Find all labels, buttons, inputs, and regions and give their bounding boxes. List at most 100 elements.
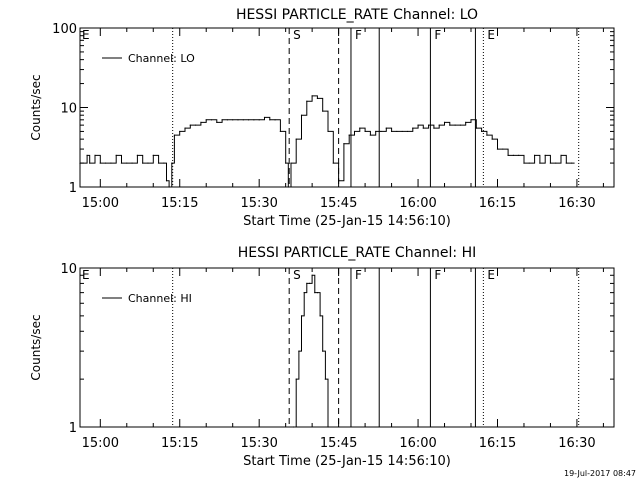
data-point [475,127,477,129]
data-point [406,130,409,133]
plot-timestamp: 19-Jul-2017 08:47 [564,469,636,478]
data-point [171,162,173,164]
data-point [99,162,101,164]
data-point [470,119,472,121]
data-point [306,100,308,102]
data-point [539,162,541,164]
data-point [332,162,334,164]
data-point [298,350,300,352]
data-point [221,119,223,121]
x-tick-label: 15:45 [320,436,357,451]
data-point [422,127,424,129]
data-point [110,162,112,164]
event-marker-label: E [82,268,90,282]
data-point [263,116,266,119]
event-marker-label: E [487,28,495,42]
data-point [459,124,462,126]
y-tick-label: 100 [52,22,77,37]
data-point [314,292,316,294]
x-tick-label: 15:00 [82,196,119,211]
data-point [126,162,128,164]
data-point [232,119,234,121]
data-point [343,143,345,145]
legend-label: Channel: LO [128,52,195,65]
event-marker-label: F [355,28,362,42]
event-marker-label: S [293,268,301,282]
data-point [507,154,509,156]
series-line [80,95,575,188]
data-point [359,127,361,129]
x-tick-label: 16:15 [479,436,516,451]
data-point [454,124,456,126]
data-point [396,130,398,133]
data-point [94,154,96,156]
data-point [269,119,271,121]
data-point [173,134,176,136]
event-marker-label: E [82,28,90,42]
data-point [210,119,213,121]
data-point [322,350,324,352]
y-axis-label: Counts/sec [29,314,43,380]
data-point [385,127,387,129]
data-point [258,119,260,121]
x-tick-label: 15:15 [161,436,198,451]
x-tick-label: 15:15 [161,196,198,211]
data-point [152,154,154,156]
data-point [353,130,356,133]
y-axis-label: Counts/sec [29,74,43,140]
event-marker-label: F [434,268,441,282]
data-point [247,119,250,121]
data-point [253,119,255,121]
x-tick-label: 16:00 [399,196,436,211]
event-marker-label: S [293,28,301,42]
data-point [115,154,117,156]
data-point [226,119,229,121]
data-point [287,186,289,188]
data-point [306,282,308,285]
data-point [274,119,276,121]
x-axis-label: Start Time (25-Jan-15 14:56:10) [243,214,451,229]
data-point [533,154,536,156]
event-marker-label: F [434,28,441,42]
event-marker-label: F [355,268,362,282]
data-point [308,282,311,285]
data-point [571,162,573,164]
data-point [147,162,149,164]
data-point [157,162,160,164]
data-point [104,162,107,164]
data-point [512,154,514,156]
data-point [168,186,170,188]
data-point [316,292,319,294]
data-point [560,154,562,156]
data-point [142,162,144,164]
data-point [380,130,382,133]
data-point [364,130,366,133]
x-tick-label: 16:30 [558,436,595,451]
x-tick-label: 16:30 [558,196,595,211]
data-point [496,148,499,150]
data-point [523,162,525,164]
data-point [502,148,504,150]
data-point [300,114,303,116]
x-axis-label: Start Time (25-Jan-15 14:56:10) [243,454,451,469]
data-point [327,130,329,133]
data-point [300,315,303,317]
data-point [375,130,377,133]
data-point [338,180,340,182]
data-point [195,124,197,126]
data-point [549,162,552,164]
data-point [401,130,403,133]
data-point [348,134,350,136]
x-tick-label: 15:30 [240,196,277,211]
x-tick-label: 15:00 [82,436,119,451]
data-point [324,378,326,380]
data-point [428,124,430,126]
data-point [89,162,91,164]
data-point [555,162,557,164]
data-point [316,97,319,100]
data-point [79,162,81,164]
y-tick-label: 10 [60,262,77,277]
data-point [295,138,297,140]
data-point [417,124,419,126]
